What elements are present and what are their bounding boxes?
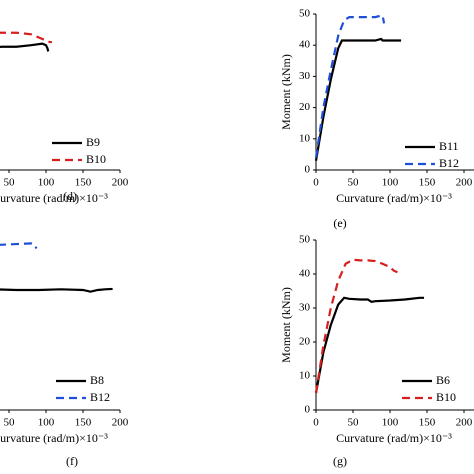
y-tick-label: 30 — [299, 302, 311, 314]
x-tick-label: 50 — [4, 177, 16, 189]
series-line — [314, 37, 402, 161]
series-line — [0, 31, 52, 44]
series-line — [314, 296, 425, 394]
y-tick-label: 10 — [299, 370, 311, 382]
y-tick-label: 0 — [305, 404, 311, 416]
legend-label: B10 — [86, 152, 106, 166]
y-tick-label: 20 — [299, 101, 311, 113]
y-tick-label: 20 — [299, 336, 311, 348]
series-line — [0, 42, 50, 52]
y-tick-label: 0 — [305, 164, 311, 176]
series-line — [314, 14, 386, 158]
y-tick-label: 50 — [299, 234, 311, 246]
caption: (f) — [66, 454, 78, 468]
caption: (g) — [333, 454, 347, 468]
x-tick-label: 150 — [419, 417, 436, 429]
x-tick-label: 50 — [4, 417, 16, 429]
x-tick-label: 150 — [75, 417, 92, 429]
caption: (e) — [333, 216, 346, 230]
x-tick-label: 0 — [313, 417, 319, 429]
x-tick-label: 200 — [456, 177, 473, 189]
legend-label: B12 — [90, 390, 110, 404]
series-line — [0, 242, 38, 249]
caption: (d) — [63, 189, 77, 203]
x-tick-label: 200 — [112, 417, 129, 429]
legend-label: B9 — [86, 135, 100, 149]
y-tick-label: 50 — [299, 8, 311, 20]
y-tick-label: 10 — [299, 132, 311, 144]
legend-label: B8 — [90, 373, 104, 387]
x-tick-label: 50 — [348, 177, 360, 189]
x-axis-label: Curvature (rad/m)×10⁻³ — [336, 431, 452, 445]
x-tick-label: 100 — [382, 417, 399, 429]
y-axis-label: Moment (kNm) — [279, 54, 293, 130]
x-tick-label: 0 — [313, 177, 319, 189]
x-axis-label: Curvature (rad/m)×10⁻³ — [0, 431, 108, 445]
x-tick-label: 100 — [38, 177, 55, 189]
series-line — [0, 287, 113, 293]
y-tick-label: 30 — [299, 70, 311, 82]
x-tick-label: 100 — [382, 177, 399, 189]
x-tick-label: 50 — [348, 417, 360, 429]
x-tick-label: 100 — [38, 417, 55, 429]
y-tick-label: 40 — [299, 268, 311, 280]
x-axis-label: Curvature (rad/m)×10⁻³ — [336, 191, 452, 205]
legend-label: B11 — [439, 139, 459, 153]
legend-label: B12 — [439, 156, 459, 170]
x-tick-label: 200 — [112, 177, 129, 189]
x-tick-label: 200 — [456, 417, 473, 429]
x-tick-label: 150 — [75, 177, 92, 189]
x-tick-label: 150 — [419, 177, 436, 189]
legend-label: B10 — [436, 390, 456, 404]
y-tick-label: 40 — [299, 39, 311, 51]
y-axis-label: Moment (kNm) — [279, 287, 293, 363]
series-line — [314, 258, 398, 394]
legend-label: B6 — [436, 373, 450, 387]
x-axis-label: Curvature (rad/m)×10⁻³ — [0, 191, 108, 205]
